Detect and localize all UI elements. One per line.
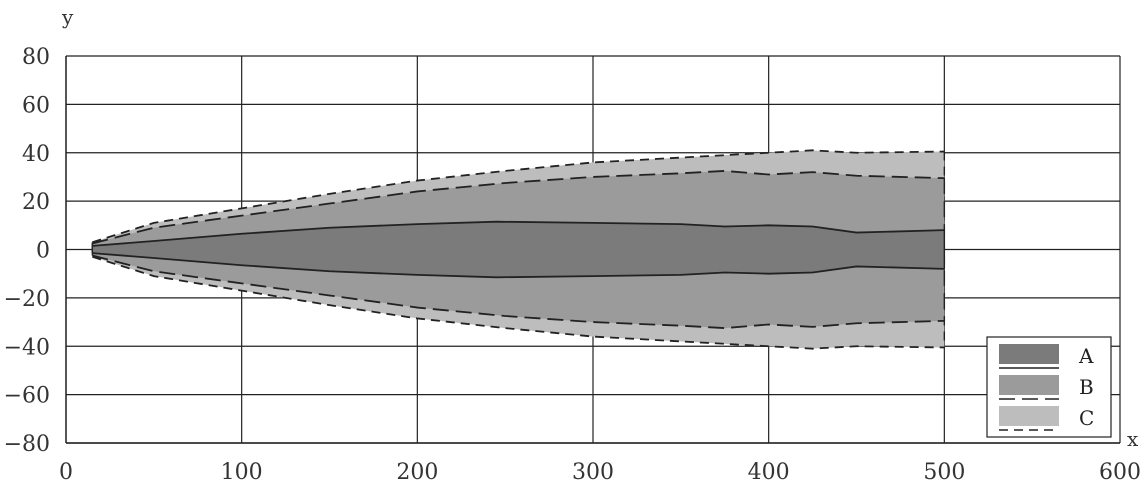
data-areas [91, 149, 946, 350]
series-C-upper-boundary [92, 149, 945, 244]
y-axis-label: y [61, 5, 74, 29]
series-B-upper-boundary [92, 169, 945, 245]
y-tick-label: −20 [4, 287, 50, 312]
legend-swatch-A [999, 344, 1059, 364]
y-tick-label: 20 [22, 190, 50, 215]
series-A-upper-boundary [92, 220, 945, 247]
y-tick-label: 80 [22, 45, 50, 70]
x-tick-label: 400 [748, 460, 790, 485]
x-tick-label: 500 [923, 460, 965, 485]
x-tick-label: 600 [1099, 460, 1141, 485]
y-tick-label: 40 [22, 142, 50, 167]
legend-swatch-B [999, 375, 1059, 395]
legend-label-C: C [1079, 406, 1094, 430]
series-C-lower-boundary [92, 255, 945, 350]
legend-swatch-C [999, 406, 1059, 426]
plot-frame [65, 56, 1120, 444]
x-tick-label: 100 [221, 460, 263, 485]
x-tick-label: 300 [572, 460, 614, 485]
x-tick-label: 0 [59, 460, 73, 485]
y-tick-label: −80 [4, 432, 50, 457]
x-axis-label: x [1127, 427, 1139, 451]
legend-label-A: A [1078, 344, 1094, 368]
y-tick-label: −60 [4, 384, 50, 409]
y-tick-labels: 80 60 40 20 0 −20 −40 −60 −80 [4, 45, 50, 457]
x-tick-label: 200 [396, 460, 438, 485]
y-tick-label: 60 [22, 93, 50, 118]
area-series-A [92, 221, 945, 278]
y-tick-label: 0 [36, 239, 50, 264]
series-B-lower-boundary [92, 254, 945, 330]
legend-label-B: B [1079, 375, 1094, 399]
y-tick-label: −40 [4, 335, 50, 360]
x-tick-labels: 0 100 200 300 400 500 600 [59, 460, 1141, 485]
legend: ABC [986, 336, 1112, 438]
series-A-lower-boundary [92, 252, 945, 279]
